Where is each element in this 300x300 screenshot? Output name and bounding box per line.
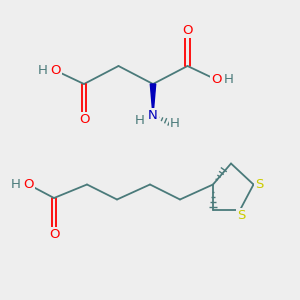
Text: O: O (211, 73, 221, 86)
Text: H: H (11, 178, 21, 191)
Text: N: N (148, 109, 158, 122)
Text: H: H (38, 64, 48, 77)
Text: H: H (135, 114, 144, 128)
Text: O: O (49, 228, 59, 242)
Text: O: O (23, 178, 34, 191)
Text: H: H (170, 117, 179, 130)
Text: O: O (50, 64, 61, 77)
Text: S: S (237, 209, 246, 222)
Text: O: O (79, 113, 89, 126)
Text: H: H (224, 73, 233, 86)
Text: S: S (255, 178, 263, 191)
Polygon shape (150, 84, 156, 116)
Text: O: O (182, 24, 193, 37)
